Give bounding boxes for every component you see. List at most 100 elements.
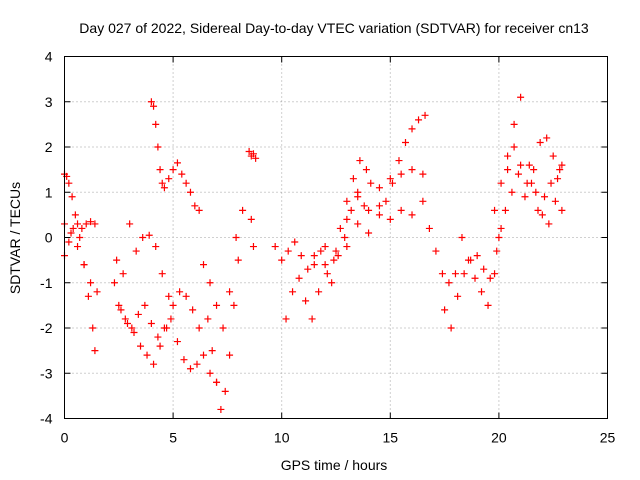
- data-point-plus: [334, 252, 342, 260]
- data-point-plus: [247, 215, 255, 223]
- x-tick-label: 0: [61, 430, 69, 446]
- data-point-plus: [186, 365, 194, 373]
- series-trace-j2: [247, 215, 257, 251]
- data-point-plus: [176, 288, 184, 296]
- series-trace-l: [282, 179, 375, 323]
- data-point-plus: [89, 324, 97, 332]
- x-axis-ticks: 0 5 10 15 20 25: [61, 56, 615, 446]
- data-point-plus: [554, 175, 562, 183]
- data-point-plus: [467, 256, 475, 264]
- data-point-plus: [165, 175, 173, 183]
- series-trace-g: [147, 98, 203, 214]
- series-trace-e: [113, 220, 173, 300]
- data-point-plus: [375, 211, 383, 219]
- x-tick-label: 5: [169, 430, 177, 446]
- y-tick-label: 2: [45, 139, 53, 155]
- data-point-plus: [478, 288, 486, 296]
- data-point-plus: [510, 120, 518, 128]
- data-point-plus: [91, 220, 99, 228]
- data-point-plus: [289, 288, 297, 296]
- data-point-plus: [69, 224, 77, 232]
- data-point-plus: [245, 148, 253, 156]
- data-point-plus: [504, 152, 512, 160]
- data-point-plus: [408, 166, 416, 174]
- data-point-plus: [382, 197, 390, 205]
- data-point-plus: [321, 243, 329, 251]
- data-point-plus: [193, 360, 201, 368]
- data-point-plus: [200, 351, 208, 359]
- data-point-plus: [425, 224, 433, 232]
- series-trace-a: [61, 170, 99, 355]
- data-point-plus: [445, 279, 453, 287]
- data-point-plus: [495, 234, 503, 241]
- y-tick-label: 3: [45, 94, 53, 110]
- data-point-plus: [525, 161, 533, 169]
- data-point-plus: [330, 256, 338, 264]
- data-point-plus: [160, 184, 168, 192]
- data-point-plus: [115, 301, 123, 309]
- data-point-plus: [145, 231, 153, 239]
- data-point-plus: [497, 224, 505, 232]
- data-point-plus: [386, 215, 394, 223]
- data-point-plus: [178, 170, 186, 178]
- data-point-plus: [123, 319, 131, 327]
- x-tick-label: 20: [491, 430, 507, 446]
- data-point-plus: [536, 138, 544, 146]
- data-point-plus: [234, 256, 242, 264]
- y-tick-label: 0: [45, 230, 53, 246]
- y-axis-label: SDTVAR / TECUs: [7, 182, 23, 294]
- data-point-plus: [206, 369, 214, 377]
- data-point-plus: [147, 98, 155, 106]
- series-trace-c: [61, 220, 101, 296]
- data-point-plus: [93, 288, 101, 296]
- data-point-plus: [169, 301, 177, 309]
- data-point-plus: [65, 238, 73, 246]
- data-point-plus: [419, 170, 427, 178]
- data-point-plus: [447, 324, 455, 332]
- data-point-plus: [132, 247, 140, 255]
- data-point-plus: [189, 306, 197, 314]
- series-trace-f: [115, 301, 221, 386]
- data-point-plus: [375, 202, 383, 210]
- data-point-plus: [419, 197, 427, 205]
- data-point-plus: [556, 166, 564, 174]
- data-point-plus: [154, 333, 162, 341]
- data-point-plus: [397, 206, 405, 214]
- data-point-plus: [173, 159, 181, 167]
- data-point-plus: [354, 193, 362, 201]
- data-point-plus: [558, 161, 566, 169]
- data-point-plus: [491, 270, 499, 278]
- data-point-plus: [158, 179, 166, 187]
- y-tick-label: 4: [45, 49, 53, 65]
- data-point-plus: [310, 261, 318, 269]
- data-point-plus: [195, 206, 203, 214]
- data-point-plus: [415, 116, 423, 124]
- data-point-plus: [219, 324, 227, 332]
- data-point-plus: [527, 179, 535, 187]
- data-point-plus: [87, 218, 95, 226]
- data-point-plus: [549, 152, 557, 160]
- data-point-plus: [249, 243, 257, 251]
- data-point-plus: [295, 274, 303, 282]
- data-point-plus: [297, 252, 305, 260]
- data-point-plus: [121, 315, 129, 323]
- data-point-plus: [119, 270, 127, 278]
- data-point-plus: [130, 329, 138, 337]
- data-point-plus: [375, 184, 383, 192]
- data-point-plus: [213, 301, 221, 309]
- data-point-plus: [156, 166, 164, 174]
- data-point-plus: [226, 351, 234, 359]
- data-point-plus: [362, 166, 370, 174]
- data-point-plus: [110, 279, 118, 287]
- data-point-plus: [65, 179, 73, 187]
- data-point-plus: [182, 292, 190, 300]
- data-point-plus: [68, 193, 76, 201]
- data-point-plus: [208, 347, 216, 355]
- data-point-plus: [221, 387, 229, 395]
- data-point-plus: [186, 188, 194, 196]
- data-point-plus: [354, 220, 362, 228]
- data-point-plus: [182, 179, 190, 187]
- data-point-plus: [336, 224, 344, 232]
- data-point-plus: [321, 261, 329, 269]
- data-point-plus: [504, 166, 512, 174]
